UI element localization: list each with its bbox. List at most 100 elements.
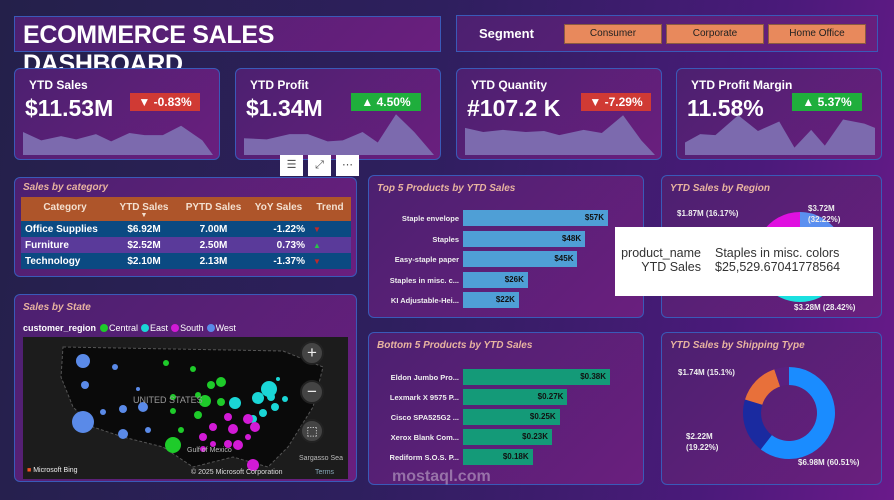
terms-link[interactable]: Terms [315,469,335,476]
segment-corporate-button[interactable]: Corporate [666,24,764,44]
map-bubble[interactable] [224,440,232,448]
bar-row[interactable]: Eldon Jumbo Pro... $0.38K [369,369,643,385]
donut-slice[interactable] [743,399,772,450]
map-bubble[interactable] [76,354,90,368]
map-bubble[interactable] [199,433,207,441]
map-bubble[interactable] [119,405,127,413]
filter-icon[interactable]: ☰ [280,155,303,176]
table-row[interactable]: Technology $2.10M 2.13M -1.37% ▼ [21,253,351,269]
bar-value: $0.27K [537,392,564,401]
col-ytd-sales[interactable]: YTD Sales ▼ [109,197,179,221]
bar-label: Staples in misc. c... [389,275,459,285]
map-bubble[interactable] [245,434,251,440]
map-bubble[interactable] [216,377,226,387]
map-bubble[interactable] [190,366,196,372]
segment-home-office-button[interactable]: Home Office [768,24,866,44]
bar[interactable]: $0.18K [463,449,533,465]
card-title: YTD Sales by Shipping Type [670,340,805,351]
bar[interactable]: $0.38K [463,369,610,385]
map-bubble[interactable] [207,381,215,389]
map-bubble[interactable] [165,437,181,453]
bar[interactable]: $22K [463,292,519,308]
map-bubble[interactable] [200,446,206,452]
focus-mode-icon[interactable]: ⤢ [308,155,331,176]
col-yoy-sales[interactable]: YoY Sales [248,197,309,221]
map-bubble[interactable] [210,441,216,447]
col-category[interactable]: Category [21,197,109,221]
col-pytd-sales[interactable]: PYTD Sales [179,197,248,221]
bar[interactable]: $0.25K [463,409,560,425]
map-bubble[interactable] [145,427,151,433]
map-bubble[interactable] [118,429,128,439]
bar-row[interactable]: Cisco SPA525G2 ... $0.25K [369,409,643,425]
map-bubble[interactable] [282,396,288,402]
map-bubble[interactable] [138,402,148,412]
more-options-icon[interactable]: ⋯ [336,155,359,176]
map-bubble[interactable] [163,360,169,366]
map-bubble[interactable] [100,409,106,415]
selection-tool-icon[interactable]: ⬚ [300,419,324,443]
map-bubble[interactable] [233,440,243,450]
map-bubble[interactable] [252,392,264,404]
table-row[interactable]: Office Supplies $6.92M 7.00M -1.22% ▼ [21,221,351,237]
map-bubble[interactable] [228,424,238,434]
map-bubble[interactable] [178,427,184,433]
bar-label: Xerox Blank Com... [390,433,459,442]
bar[interactable]: $0.23K [463,429,552,445]
segment-consumer-button[interactable]: Consumer [564,24,662,44]
map-bubble[interactable] [112,364,118,370]
kpi-label: YTD Sales [29,78,88,92]
map-bubble[interactable] [243,414,253,424]
bar-row[interactable]: Lexmark X 9575 P... $0.27K [369,389,643,405]
bar-row[interactable]: Staples in misc. c... $26K [369,271,643,288]
map-bubble[interactable] [261,381,277,397]
map-bubble[interactable] [224,413,232,421]
zoom-in-button[interactable]: + [300,341,324,365]
map-bubble[interactable] [170,394,176,400]
legend-item[interactable]: East [141,323,168,333]
donut-slice[interactable] [774,367,789,387]
bar-row[interactable]: Xerox Blank Com... $0.23K [369,429,643,445]
bar-row[interactable]: Easy-staple paper $45K [369,251,643,267]
legend-item[interactable]: South [171,323,204,333]
table-row[interactable]: Furniture $2.52M 2.50M 0.73% ▲ [21,237,351,253]
legend-label: Central [109,323,139,333]
map-bubble[interactable] [81,381,89,389]
zoom-out-button[interactable]: − [300,380,324,404]
bar[interactable]: $45K [463,251,578,267]
bar-row[interactable]: Staple envelope $57K [369,210,643,226]
sort-desc-icon: ▼ [140,212,148,219]
map-bubble[interactable] [194,411,202,419]
legend-title: customer_region [23,323,97,333]
map-bubble[interactable] [276,377,280,381]
map-bubble[interactable] [170,408,176,414]
bar[interactable]: $26K [463,271,528,288]
us-map[interactable] [23,337,348,479]
legend-item[interactable]: Central [100,323,138,333]
map-bubble[interactable] [250,422,260,432]
bar-row[interactable]: Rediform S.O.S. P... $0.18K [369,449,643,465]
map-bubble[interactable] [259,409,267,417]
donut-slice[interactable] [745,369,781,405]
map-bubble[interactable] [136,387,140,391]
map-bubble[interactable] [195,392,201,398]
map-bubble[interactable] [217,398,225,406]
map-bubble[interactable] [247,459,259,471]
bar-row[interactable]: Staples $48K [369,230,643,247]
map-bubble[interactable] [271,403,279,411]
col-trend[interactable]: Trend [309,197,351,221]
cell-ytd: $2.10M [109,253,179,269]
map-bubble[interactable] [209,423,217,431]
bar[interactable]: $48K [463,230,586,247]
donut-slice[interactable] [760,367,835,459]
bar-row[interactable]: KI Adjustable-Hei... $22K [369,292,643,308]
legend-item[interactable]: West [206,323,236,333]
bar[interactable]: $0.27K [463,389,568,405]
kpi-change: -7.29% [604,95,643,109]
tooltip-value: $25,529.67041778564 [715,260,841,274]
map-bubble[interactable] [229,397,241,409]
map-bubble[interactable] [267,393,275,401]
map-bubble[interactable] [199,395,211,407]
bar[interactable]: $57K [463,210,608,226]
map-bubble[interactable] [72,411,94,433]
